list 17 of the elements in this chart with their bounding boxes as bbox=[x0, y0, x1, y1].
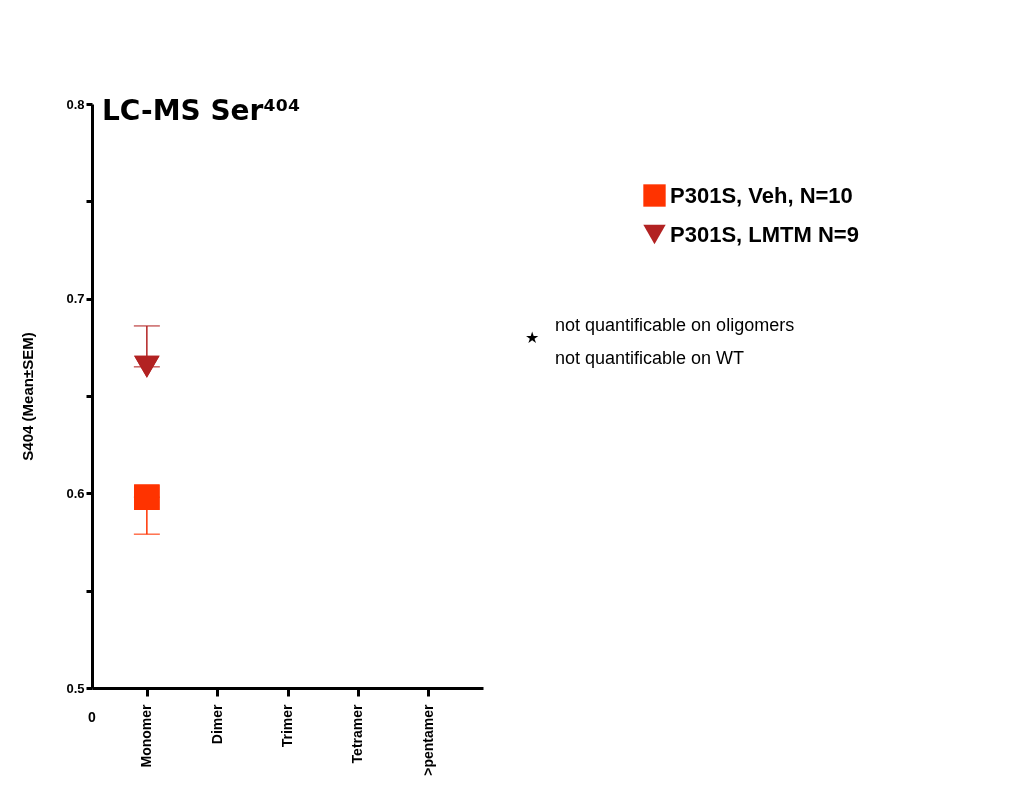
y-tick-label: 0.6 bbox=[66, 485, 85, 501]
x-tick-label: Tetramer bbox=[349, 703, 366, 764]
x-tick-label: Dimer bbox=[208, 703, 225, 745]
x-tick-label: Monomer bbox=[138, 703, 155, 768]
y-tick-label: 0.5 bbox=[66, 680, 85, 696]
x-tick-label: >pentamer bbox=[419, 703, 436, 776]
y-tick-label: 0.8 bbox=[66, 96, 85, 112]
text: 0 bbox=[88, 709, 97, 725]
y-tick-label: 0.7 bbox=[66, 291, 85, 307]
legend-label: P301S, Veh, N=10 bbox=[670, 182, 853, 208]
text: not quantificable on WT bbox=[555, 348, 745, 368]
x-tick-label: Trimer bbox=[279, 703, 295, 748]
text: not quantificable on oligomers bbox=[555, 315, 795, 335]
legend-label: P301S, LMTM N=9 bbox=[670, 221, 859, 247]
y-axis-title: S404 (Mean±SEM) bbox=[19, 332, 37, 461]
chart-title: LC-MS Ser⁴⁰⁴ bbox=[102, 94, 301, 127]
text: ★ bbox=[525, 329, 539, 346]
